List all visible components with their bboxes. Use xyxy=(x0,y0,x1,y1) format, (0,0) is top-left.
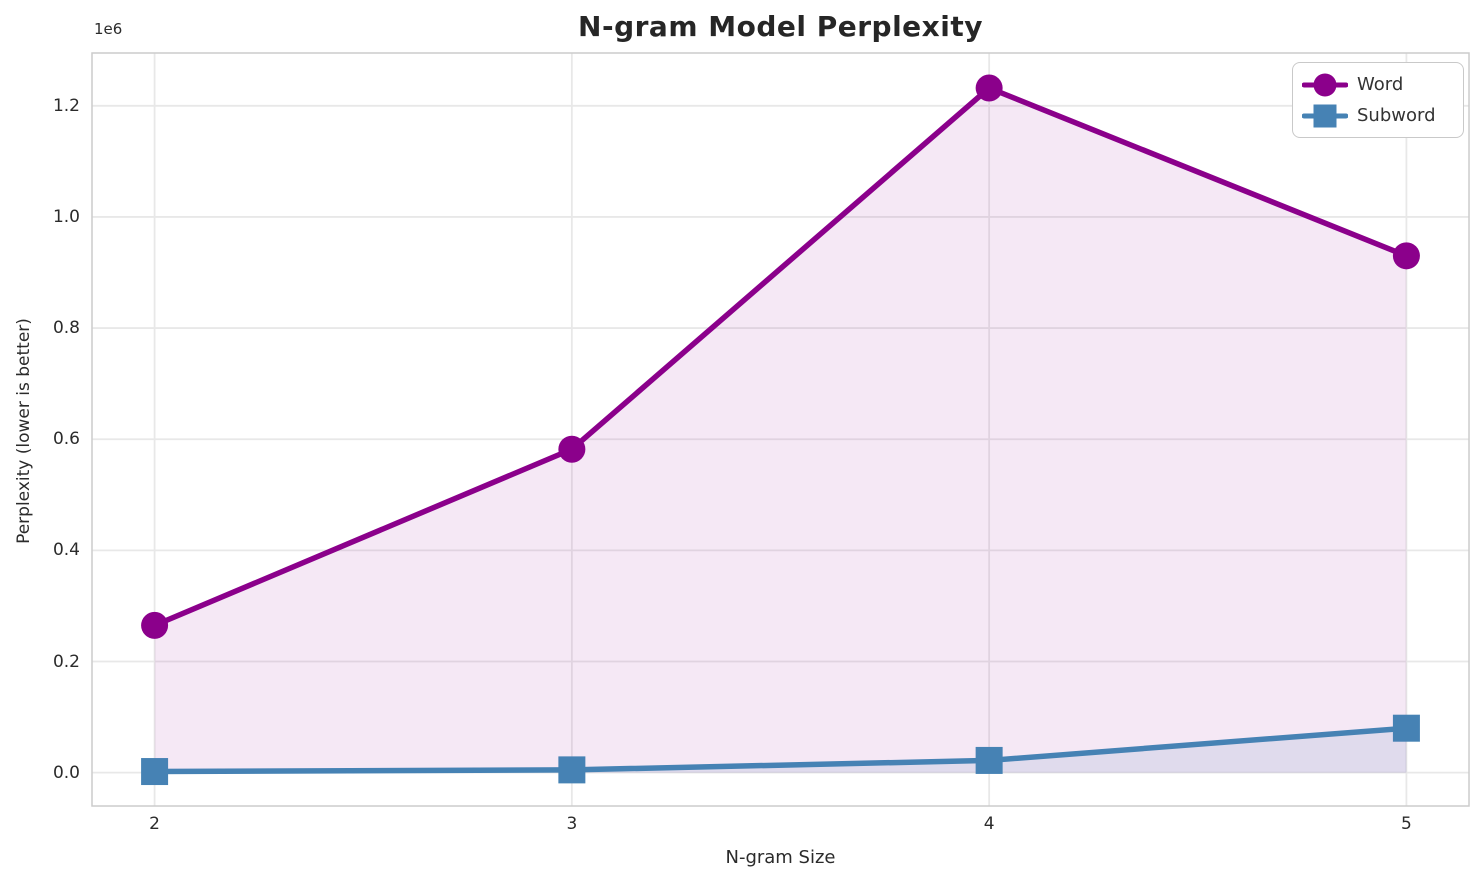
legend-item-subword: Subword xyxy=(1302,101,1451,130)
y-tick-label: 1.0 xyxy=(52,206,80,227)
marker-word xyxy=(558,435,586,463)
circle-marker-icon xyxy=(1302,73,1348,96)
y-axis-label: Perplexity (lower is better) xyxy=(14,318,34,544)
x-tick-label: 4 xyxy=(983,814,995,834)
line-series-subword xyxy=(151,725,1410,775)
y-axis-offset-label: 1e6 xyxy=(94,20,123,38)
legend-item-label: Subword xyxy=(1357,105,1436,126)
x-tick-label: 3 xyxy=(566,814,578,834)
x-tick-label: 2 xyxy=(149,814,160,834)
legend-item-label: Word xyxy=(1357,74,1404,95)
legend: Word Subword xyxy=(1292,62,1464,138)
x-tick-label: 5 xyxy=(1400,814,1412,834)
x-axis-label: N-gram Size xyxy=(725,847,836,868)
marker-word xyxy=(1392,242,1420,270)
plot-border xyxy=(91,52,1470,807)
marker-word xyxy=(975,74,1003,102)
marker-subword xyxy=(975,746,1003,774)
fill-area-word xyxy=(154,88,1407,773)
marker-subword xyxy=(558,756,586,784)
marker-subword xyxy=(141,758,169,786)
line-series-word xyxy=(151,85,1410,629)
marker-subword xyxy=(1392,714,1420,742)
chart-title: N-gram Model Perplexity xyxy=(578,10,983,43)
marker-word xyxy=(141,611,169,639)
legend-item-word: Word xyxy=(1302,70,1451,99)
y-tick-label: 0.2 xyxy=(52,651,80,672)
y-tick-label: 0.0 xyxy=(52,762,80,783)
fill-area-subword xyxy=(154,728,1407,773)
y-tick-label: 1.2 xyxy=(52,95,80,116)
y-tick-label: 0.6 xyxy=(52,429,80,450)
square-marker-icon xyxy=(1302,104,1348,127)
y-tick-label: 0.4 xyxy=(52,540,80,561)
y-tick-label: 0.8 xyxy=(52,318,80,339)
